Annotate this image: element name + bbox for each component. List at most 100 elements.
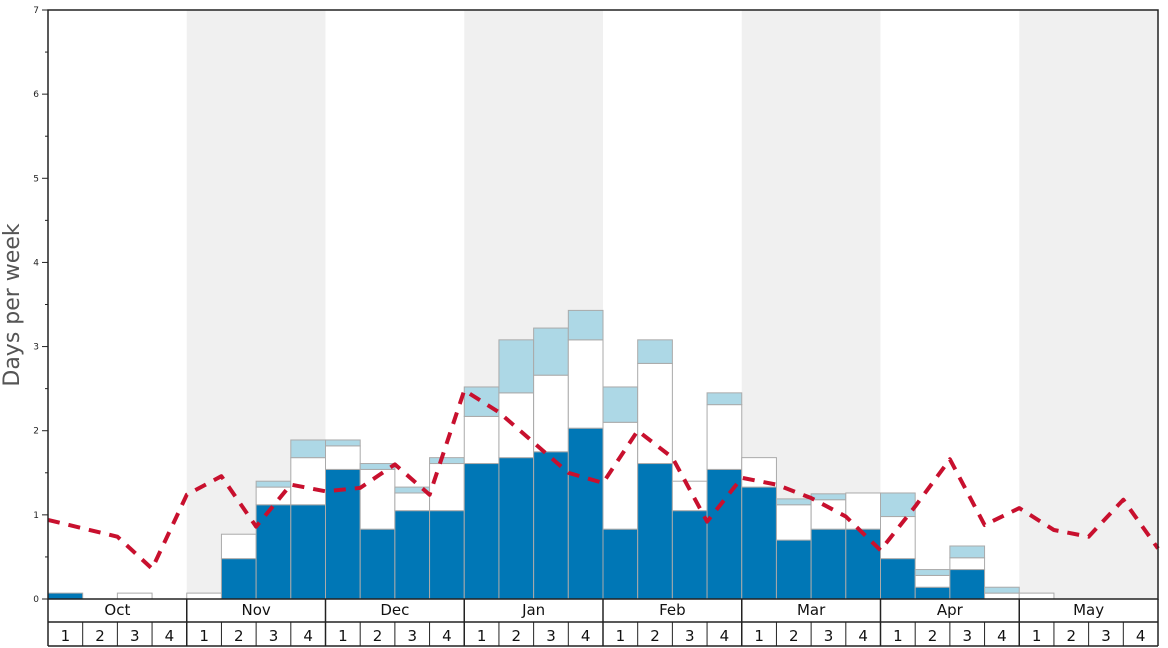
month-label-apr: Apr [937,601,964,619]
week-label: 1 [477,627,487,645]
y-axis: 0 1 2 3 4 5 6 7 [33,6,48,605]
week-label: 3 [269,627,279,645]
week-label: 4 [442,627,452,645]
week-label: 4 [858,627,868,645]
bar-series-1-week-12 [429,510,465,600]
bar-series-2-week-11 [394,492,431,512]
bar-series-3-week-17 [602,386,639,423]
week-label: 2 [928,627,938,645]
week-label: 2 [373,627,383,645]
week-label: 2 [512,627,522,645]
week-label: 1 [616,627,626,645]
y-tick-label: 5 [33,174,39,184]
month-label-dec: Dec [380,601,409,619]
y-tick-label: 3 [33,343,39,353]
average-line [47,388,1160,571]
bar-series-3-week-20 [706,392,743,406]
bar-series-2-week-27 [949,557,986,571]
bar-series-3-week-26 [914,569,951,576]
bar-series-1-week-8 [290,504,326,600]
bar-series-2-week-13 [463,415,500,465]
week-label: 1 [893,627,903,645]
bar-series-2-week-15 [533,374,569,453]
week-label: 4 [303,627,313,645]
bar-series-3-week-12 [429,457,465,465]
bar-series-3-week-7 [255,480,292,488]
y-axis-label: Days per week [0,223,25,386]
week-label: 3 [407,627,417,645]
bar-series-1-week-26 [914,586,951,600]
week-label: 3 [1101,627,1111,645]
y-tick-label: 6 [33,90,39,100]
bar-series-3-week-15 [533,327,569,376]
bar-series-1-week-23 [810,528,847,600]
average-line-path [47,388,1160,571]
week-label: 2 [789,627,799,645]
week-label: 4 [165,627,175,645]
week-label: 1 [61,627,71,645]
bar-series-2-week-18 [637,362,673,465]
bar-series-1-week-27 [949,569,986,600]
bar-series-2-week-6 [220,533,257,560]
week-label: 2 [650,627,660,645]
bar-series-3-week-16 [567,309,604,341]
month-label-may: May [1073,601,1104,619]
bar-series-1-week-15 [533,451,569,600]
bar-series-1-week-16 [567,427,604,600]
month-bands [186,10,1158,599]
bar-series-2-week-12 [429,463,465,512]
week-label: 3 [824,627,834,645]
y-tick-label: 7 [33,6,39,16]
bar-series-3-week-28 [984,586,1020,594]
week-label: 1 [338,627,348,645]
week-label: 2 [95,627,105,645]
bar-series-1-week-6 [220,558,257,600]
bar-series-3-week-18 [637,339,673,364]
bar-series-2-week-26 [914,574,951,588]
week-label: 4 [997,627,1007,645]
bar-series-2-week-24 [845,492,881,530]
week-label: 3 [546,627,556,645]
bar-series-2-week-23 [810,499,847,530]
month-label-feb: Feb [659,601,686,619]
y-tick-label: 0 [33,595,39,605]
bar-series-2-week-3 [116,592,153,600]
week-label: 1 [754,627,764,645]
bar-series-3-week-22 [775,498,812,506]
week-label: 2 [1067,627,1077,645]
month-label-jan: Jan [521,601,545,619]
bar-series-3-week-25 [880,492,916,518]
bar-series-2-week-8 [290,457,326,506]
week-label: 1 [1032,627,1042,645]
bar-series-1-week-21 [741,486,777,600]
bar-series-1-week-17 [602,528,639,600]
week-label: 4 [581,627,591,645]
bar-series-3-week-8 [290,439,326,459]
bar-series-1-week-14 [498,457,535,600]
y-tick-label: 2 [33,427,39,437]
bar-series-1-week-10 [359,528,396,600]
month-label-mar: Mar [797,601,826,619]
bar-series-3-week-13 [463,386,500,417]
bar-series-3-week-10 [359,463,396,470]
bar-series-2-week-22 [775,504,812,541]
bar-series-3-week-9 [325,439,361,447]
month-band-may [1019,10,1158,599]
bar-series-1-week-19 [671,510,708,600]
bar-series-2-week-14 [498,392,535,459]
bar-series-2-week-29 [1018,592,1055,600]
bar-series-1-week-20 [706,468,743,600]
week-label: 1 [199,627,209,645]
week-label: 4 [1136,627,1146,645]
week-label: 3 [685,627,695,645]
bar-series-1-week-11 [394,510,431,600]
week-label: 3 [962,627,972,645]
bar-series-2-week-9 [325,445,361,470]
week-label: 3 [130,627,140,645]
bar-series-1-week-25 [880,558,916,600]
bar-series-1-week-18 [637,463,673,600]
bar-series-2-week-20 [706,404,743,470]
bar-series-2-week-28 [984,592,1020,600]
week-label: 2 [234,627,244,645]
